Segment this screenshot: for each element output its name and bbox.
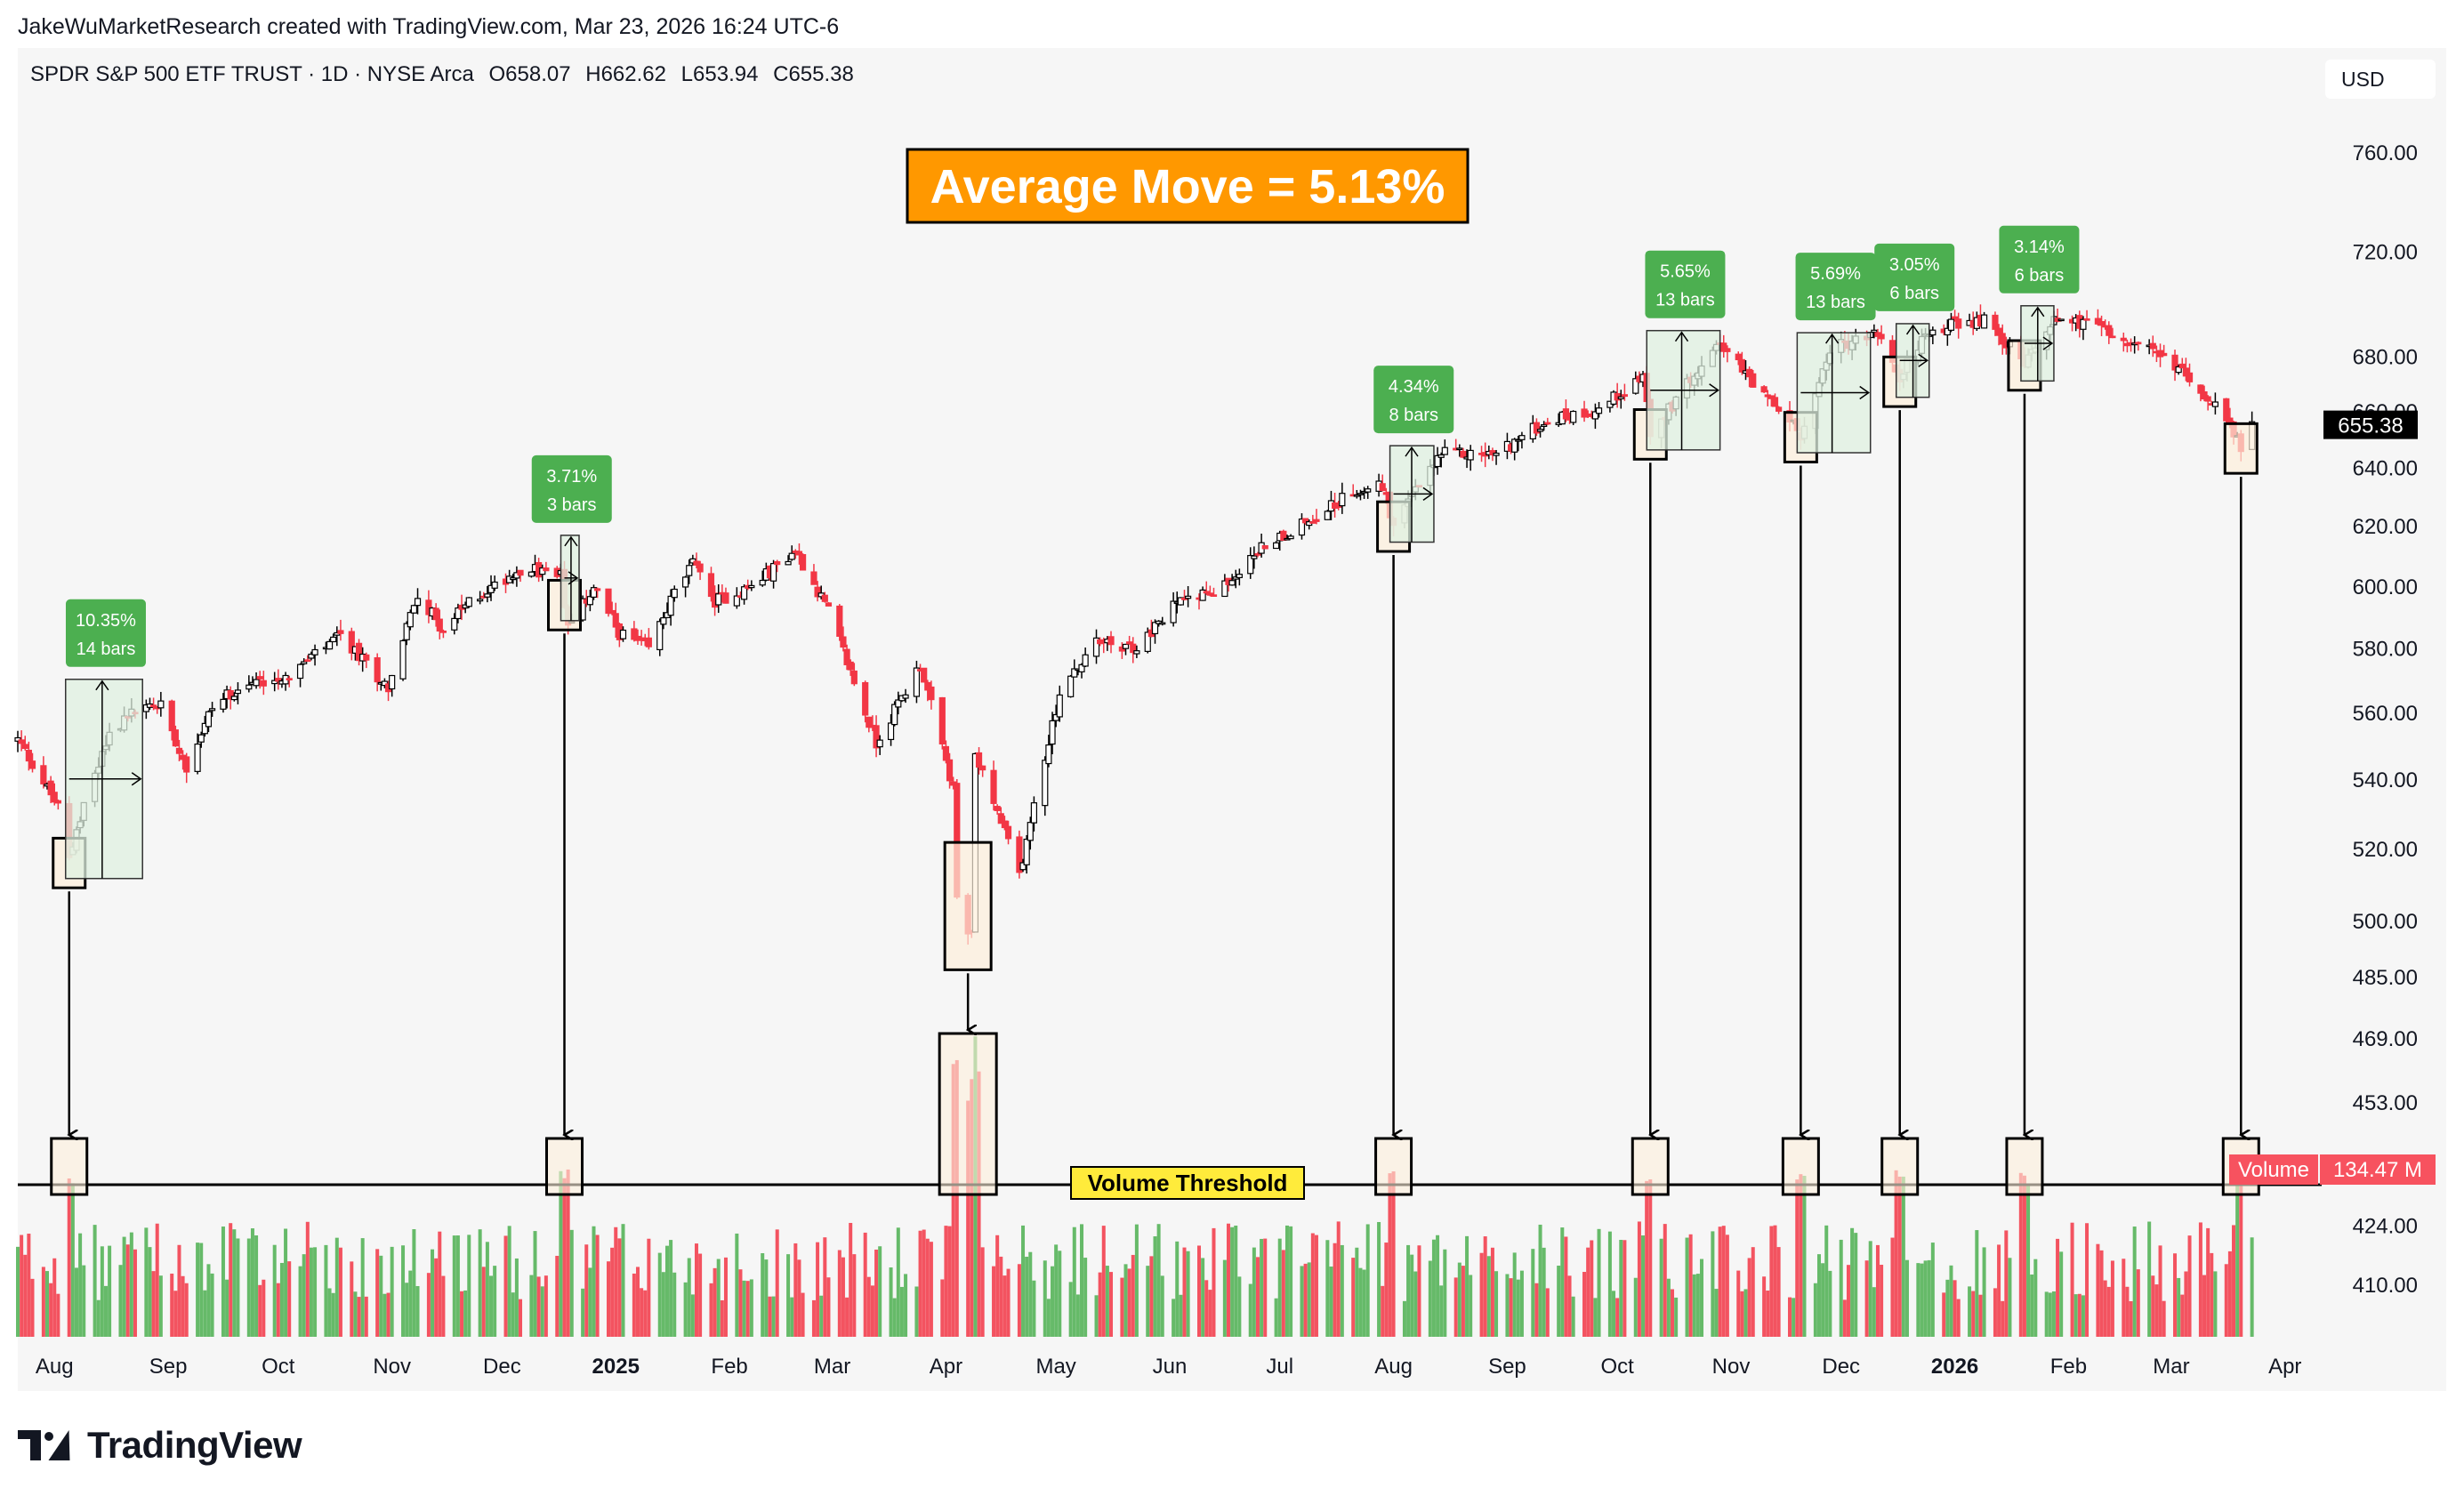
ohlc-open: O658.07 <box>488 62 571 86</box>
ohlc-close: C655.38 <box>773 62 854 86</box>
currency-button[interactable]: USD <box>2325 60 2436 99</box>
symbol-legend: SPDR S&P 500 ETF TRUST · 1D · NYSE Arca … <box>30 62 863 87</box>
chart-credit: JakeWuMarketResearch created with Tradin… <box>18 14 840 39</box>
tradingview-brand: TradingView <box>87 1424 302 1466</box>
ohlc-low: L653.94 <box>680 62 759 86</box>
ohlc-high: H662.62 <box>585 62 666 86</box>
tradingview-logo-icon <box>18 1430 80 1460</box>
symbol-title: SPDR S&P 500 ETF TRUST · 1D · NYSE Arca <box>30 62 474 86</box>
chart-area[interactable] <box>18 48 2446 1391</box>
tradingview-logo: TradingView <box>18 1423 302 1468</box>
